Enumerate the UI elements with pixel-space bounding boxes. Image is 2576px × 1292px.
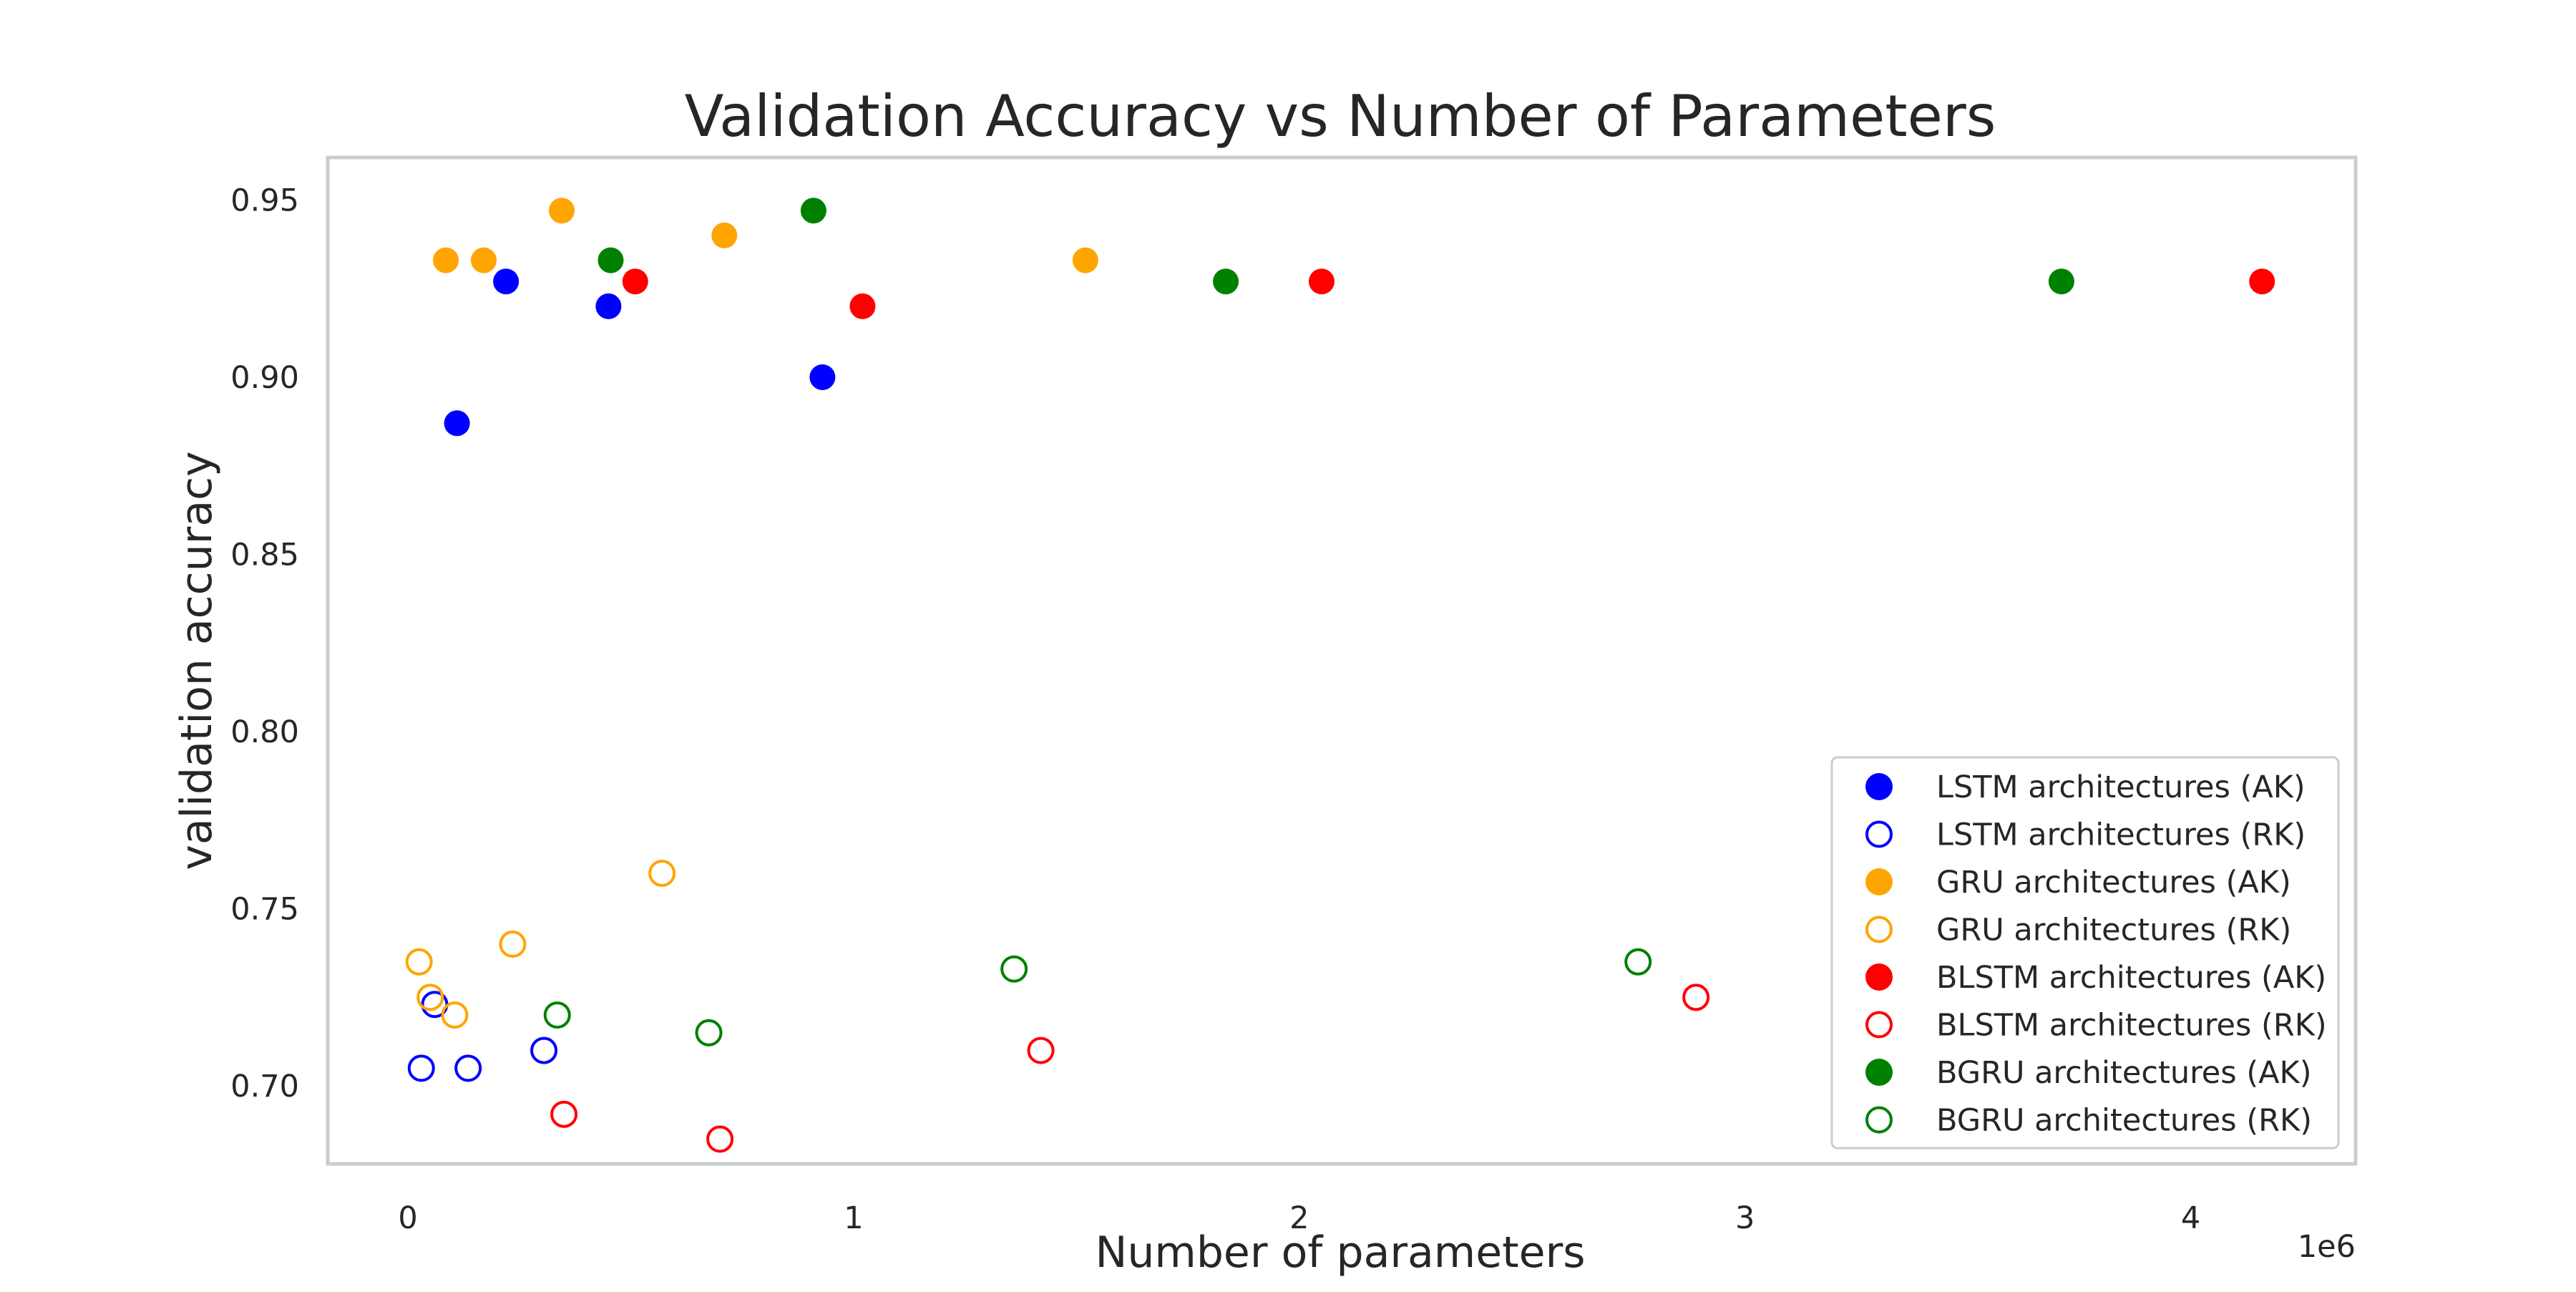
data-point-filled xyxy=(1308,268,1335,295)
data-point-filled xyxy=(549,198,575,224)
x-tick-label: 1 xyxy=(844,1200,863,1236)
data-point-hollow xyxy=(405,948,433,976)
y-tick-label: 0.75 xyxy=(230,892,299,928)
data-point-hollow xyxy=(1027,1036,1055,1064)
data-point-filled xyxy=(1213,268,1239,295)
x-tick-label: 2 xyxy=(1289,1200,1309,1236)
x-tick-label: 0 xyxy=(398,1200,417,1236)
data-point-filled xyxy=(597,247,624,273)
data-point-hollow xyxy=(648,860,676,888)
data-point-filled xyxy=(595,293,622,319)
data-point-filled xyxy=(444,410,470,437)
data-point-filled xyxy=(711,222,738,248)
data-points xyxy=(405,198,2275,1153)
x-tick-label: 4 xyxy=(2181,1200,2200,1236)
legend-marker xyxy=(1865,1059,1893,1086)
chart-title: Validation Accuracy vs Number of Paramet… xyxy=(685,83,1996,150)
legend-label: GRU architectures (RK) xyxy=(1936,913,2291,948)
x-axis: 0 1 2 3 4 xyxy=(398,1200,2200,1236)
data-point-filled xyxy=(849,293,876,319)
data-point-filled xyxy=(471,247,497,273)
data-point-hollow xyxy=(1624,948,1652,976)
data-point-hollow xyxy=(454,1054,482,1082)
data-point-filled xyxy=(809,364,836,390)
legend-marker xyxy=(1865,963,1893,991)
data-point-hollow xyxy=(550,1100,578,1128)
data-point-hollow xyxy=(543,1001,571,1029)
y-tick-label: 0.85 xyxy=(230,537,299,573)
legend-label: LSTM architectures (AK) xyxy=(1936,769,2306,805)
data-point-hollow xyxy=(407,1054,435,1082)
data-point-filled xyxy=(433,247,459,273)
legend-label: BGRU architectures (RK) xyxy=(1936,1103,2312,1139)
data-point-filled xyxy=(622,268,648,295)
data-point-filled xyxy=(1072,247,1098,273)
y-axis: 0.70 0.75 0.80 0.85 0.90 0.95 xyxy=(230,183,299,1104)
x-axis-label: Number of parameters xyxy=(1095,1228,1585,1278)
data-point-hollow xyxy=(706,1125,734,1153)
y-axis-label: validation accuracy xyxy=(172,451,222,870)
plot-area xyxy=(326,155,2358,1166)
x-tick-label: 3 xyxy=(1735,1200,1755,1236)
data-point-filled xyxy=(2249,268,2275,295)
data-point-hollow xyxy=(1000,955,1028,983)
legend-marker xyxy=(1865,820,1893,848)
y-tick-label: 0.90 xyxy=(230,360,299,396)
x-axis-offset-label: 1e6 xyxy=(2298,1229,2356,1265)
data-point-hollow xyxy=(499,931,527,958)
data-point-hollow xyxy=(1682,983,1710,1011)
legend-marker xyxy=(1865,1106,1893,1134)
legend-marker xyxy=(1865,773,1893,800)
legend-label: BLSTM architectures (RK) xyxy=(1936,1008,2327,1044)
data-point-hollow xyxy=(695,1019,723,1046)
legend-label: LSTM architectures (RK) xyxy=(1936,817,2306,853)
y-tick-label: 0.80 xyxy=(230,714,299,750)
legend-label: BLSTM architectures (AK) xyxy=(1936,960,2326,996)
legend-marker xyxy=(1865,1011,1893,1039)
legend-label: GRU architectures (AK) xyxy=(1936,865,2291,900)
y-tick-label: 0.95 xyxy=(230,183,299,218)
data-point-filled xyxy=(800,198,826,224)
data-point-hollow xyxy=(441,1001,469,1029)
data-point-filled xyxy=(493,268,519,295)
legend-marker xyxy=(1865,868,1893,895)
data-point-hollow xyxy=(416,983,444,1011)
data-point-hollow xyxy=(530,1036,558,1064)
legend: LSTM architectures (AK) LSTM architecture… xyxy=(1830,756,2340,1150)
legend-marker xyxy=(1865,915,1893,943)
legend-frame xyxy=(1830,756,2340,1150)
y-tick-label: 0.70 xyxy=(230,1069,299,1104)
legend-label: BGRU architectures (AK) xyxy=(1936,1055,2312,1091)
data-point-filled xyxy=(2048,268,2074,295)
